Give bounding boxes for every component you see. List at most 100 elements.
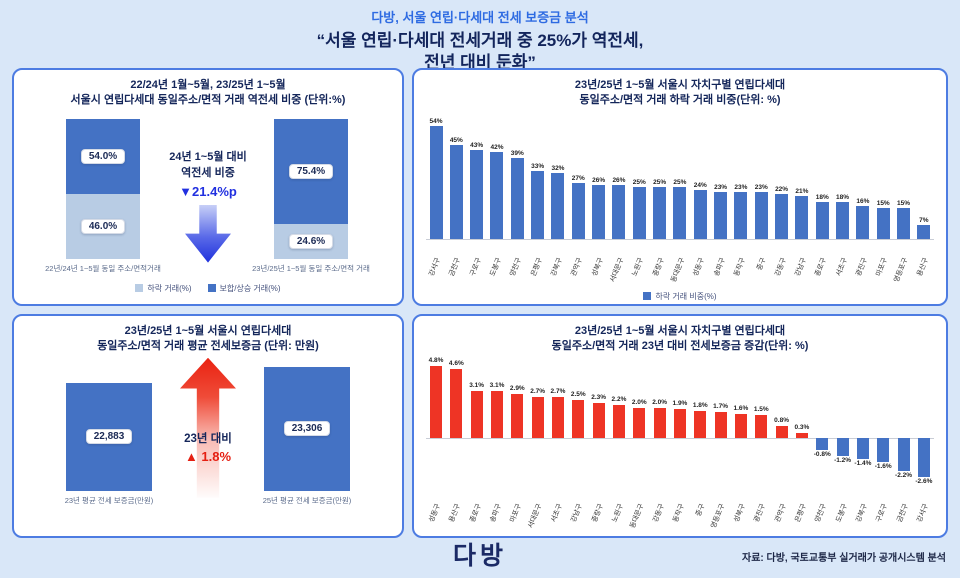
bar (815, 201, 829, 240)
bar-positive (572, 399, 585, 438)
bar-value-label: 43% (470, 141, 484, 149)
bar (449, 144, 463, 240)
segment-flat-rise: 75.4% (274, 118, 348, 225)
down-arrow-icon (185, 204, 231, 263)
bar-value-label: 15% (876, 199, 890, 207)
bar-value-label: 3.1% (469, 381, 485, 389)
x-axis-label: 양천구 (509, 256, 524, 278)
bar-column: 42% 도봉구 (487, 144, 507, 286)
bar-column: -1.4% 강북구 (853, 356, 873, 532)
bar-column: 7% 용산구 (914, 217, 934, 286)
bar-positive (653, 407, 666, 438)
value-label: 75.4% (288, 163, 334, 179)
bar-column: 1.7% 영등포구 (711, 356, 731, 532)
stacked-bar-chart: 54.0% 46.0% 22년/24년 1~5월 동일 주소/면적거래 24년 … (14, 114, 402, 278)
bar-negative (816, 437, 829, 450)
bar-chart: 4.8% 성동구 4.6% 용산구 3.1% 종로구 3.1% 송파구 2.9% 마포구 2.7% 서… (426, 356, 934, 532)
bar-group-2224: 54.0% 46.0% 22년/24년 1~5월 동일 주소/면적거래 (28, 118, 178, 274)
x-axis-label: 중구 (756, 256, 768, 272)
bar-negative (917, 437, 930, 477)
bar-positive (612, 404, 625, 438)
bar-value-label: 23% (714, 183, 728, 191)
panel2-title-line2: 동일주소/면적 거래 하락 거래 비중(단위: %) (579, 93, 781, 106)
bar-column: 23% 동작구 (731, 184, 751, 286)
bar-column: 0.8% 관악구 (772, 356, 792, 532)
bar-value-label: 39% (510, 149, 524, 157)
report-title-line2: 전년 대비 둔화” (424, 53, 536, 73)
panel1-title-line2: 서울시 연립다세대 동일주소/면적 거래 역전세 비중 (단위:%) (70, 93, 346, 106)
bar-column: 18% 서초구 (833, 194, 853, 286)
legend-item: 하락 거래(%) (135, 283, 192, 294)
x-axis-label: 영등포구 (710, 502, 727, 530)
x-axis-label: 도봉구 (489, 256, 504, 278)
bar-group-2025: 23,306 25년 평균 전세 보증금(만원) (222, 366, 392, 506)
bar (531, 170, 545, 240)
bar-column: 26% 성북구 (589, 177, 609, 286)
x-axis-label: 양천구 (814, 502, 829, 524)
x-axis-label: 마포구 (509, 502, 524, 524)
bar-positive (714, 411, 727, 438)
x-axis-label: 서대문구 (608, 256, 626, 284)
bar-2023-deposit: 22,883 (66, 382, 152, 491)
x-axis-label: 동대문구 (629, 502, 646, 530)
bar-column: 25% 동대문구 (670, 179, 690, 286)
bar-column: 0.3% 은평구 (792, 356, 812, 532)
bar-column: 2.7% 서초구 (548, 356, 568, 532)
bar (612, 184, 626, 240)
panel-avg-deposit: 23년/25년 1~5월 서울시 연립다세대 동일주소/면적 거래 평균 전세보… (12, 314, 404, 538)
bar (856, 205, 870, 240)
bar-value-label: 2.0% (652, 398, 668, 406)
annotation-line1: 24년 1~5월 대비 (169, 150, 247, 163)
legend-swatch (135, 284, 144, 293)
x-axis-label: 동작구 (672, 502, 687, 524)
bar-column: 2.2% 노원구 (609, 356, 629, 532)
bar-value-label: 24% (693, 181, 707, 189)
x-axis-label: 동대문구 (669, 256, 687, 284)
annotation-line1: 23년 대비 (184, 432, 232, 445)
bar-value-label: 1.6% (733, 404, 749, 412)
segment-decline: 46.0% (66, 194, 140, 259)
bar (693, 189, 707, 240)
panel3-title: 23년/25년 1~5월 서울시 연립다세대 동일주소/면적 거래 평균 전세보… (14, 316, 402, 354)
bar-column: 1.8% 중구 (690, 356, 710, 532)
bar-column: 54% 강서구 (426, 118, 446, 286)
stacked-bar: 75.4% 24.6% (274, 118, 348, 259)
bar-value-label: -1.4% (854, 459, 872, 467)
bar-2025-deposit: 23,306 (264, 366, 350, 491)
bar-column: 2.9% 마포구 (507, 356, 527, 532)
x-axis-label: 성동구 (428, 502, 443, 524)
legend-swatch (643, 292, 652, 301)
bar-positive (755, 414, 768, 438)
bar (592, 184, 606, 240)
bar-value-label: 4.8% (428, 356, 444, 364)
bar-value-label: 32% (551, 164, 565, 172)
panel-district-decline-share: 23년/25년 1~5월 서울시 자치구별 연립다세대 동일주소/면적 거래 하… (412, 68, 948, 306)
bar-column: 43% 구로구 (467, 142, 487, 286)
panel3-title-line2: 동일주소/면적 거래 평균 전세보증금 (단위: 만원) (97, 339, 319, 352)
x-axis-label: 성동구 (692, 256, 707, 278)
bar-positive (592, 402, 605, 438)
bar-value-label: 0.8% (774, 416, 789, 424)
bar (429, 125, 443, 240)
bar-value-label: 25% (673, 178, 687, 186)
x-axis-label: 종로구 (469, 502, 483, 524)
bar-value-label: 18% (836, 193, 850, 201)
bar-column: 22% 강동구 (772, 186, 792, 286)
bar-column: -0.8% 양천구 (812, 356, 832, 532)
bar-positive (430, 365, 442, 438)
stacked-bar: 54.0% 46.0% (66, 118, 140, 259)
bar-value-label: 3.1% (489, 381, 505, 389)
bar-value-label: 15% (897, 199, 911, 207)
panel3-title-line1: 23년/25년 1~5월 서울시 연립다세대 (124, 325, 292, 337)
page-header: 다방, 서울 연립·다세대 전세 보증금 분석 “서울 연립·다세대 전세거래 … (0, 7, 960, 74)
bar-column: -2.2% 금천구 (894, 356, 914, 532)
x-axis-label: 중랑구 (651, 256, 666, 278)
x-axis-line (426, 437, 934, 439)
x-axis-label: 강서구 (428, 256, 443, 278)
bar-column: 21% 강남구 (792, 188, 812, 286)
value-label: 23,306 (283, 421, 331, 437)
bar-value-label: -1.2% (834, 456, 852, 464)
x-axis-label: 구로구 (875, 502, 890, 524)
bar-positive (470, 390, 483, 438)
panel2-title: 23년/25년 1~5월 서울시 자치구별 연립다세대 동일주소/면적 거래 하… (414, 70, 946, 108)
